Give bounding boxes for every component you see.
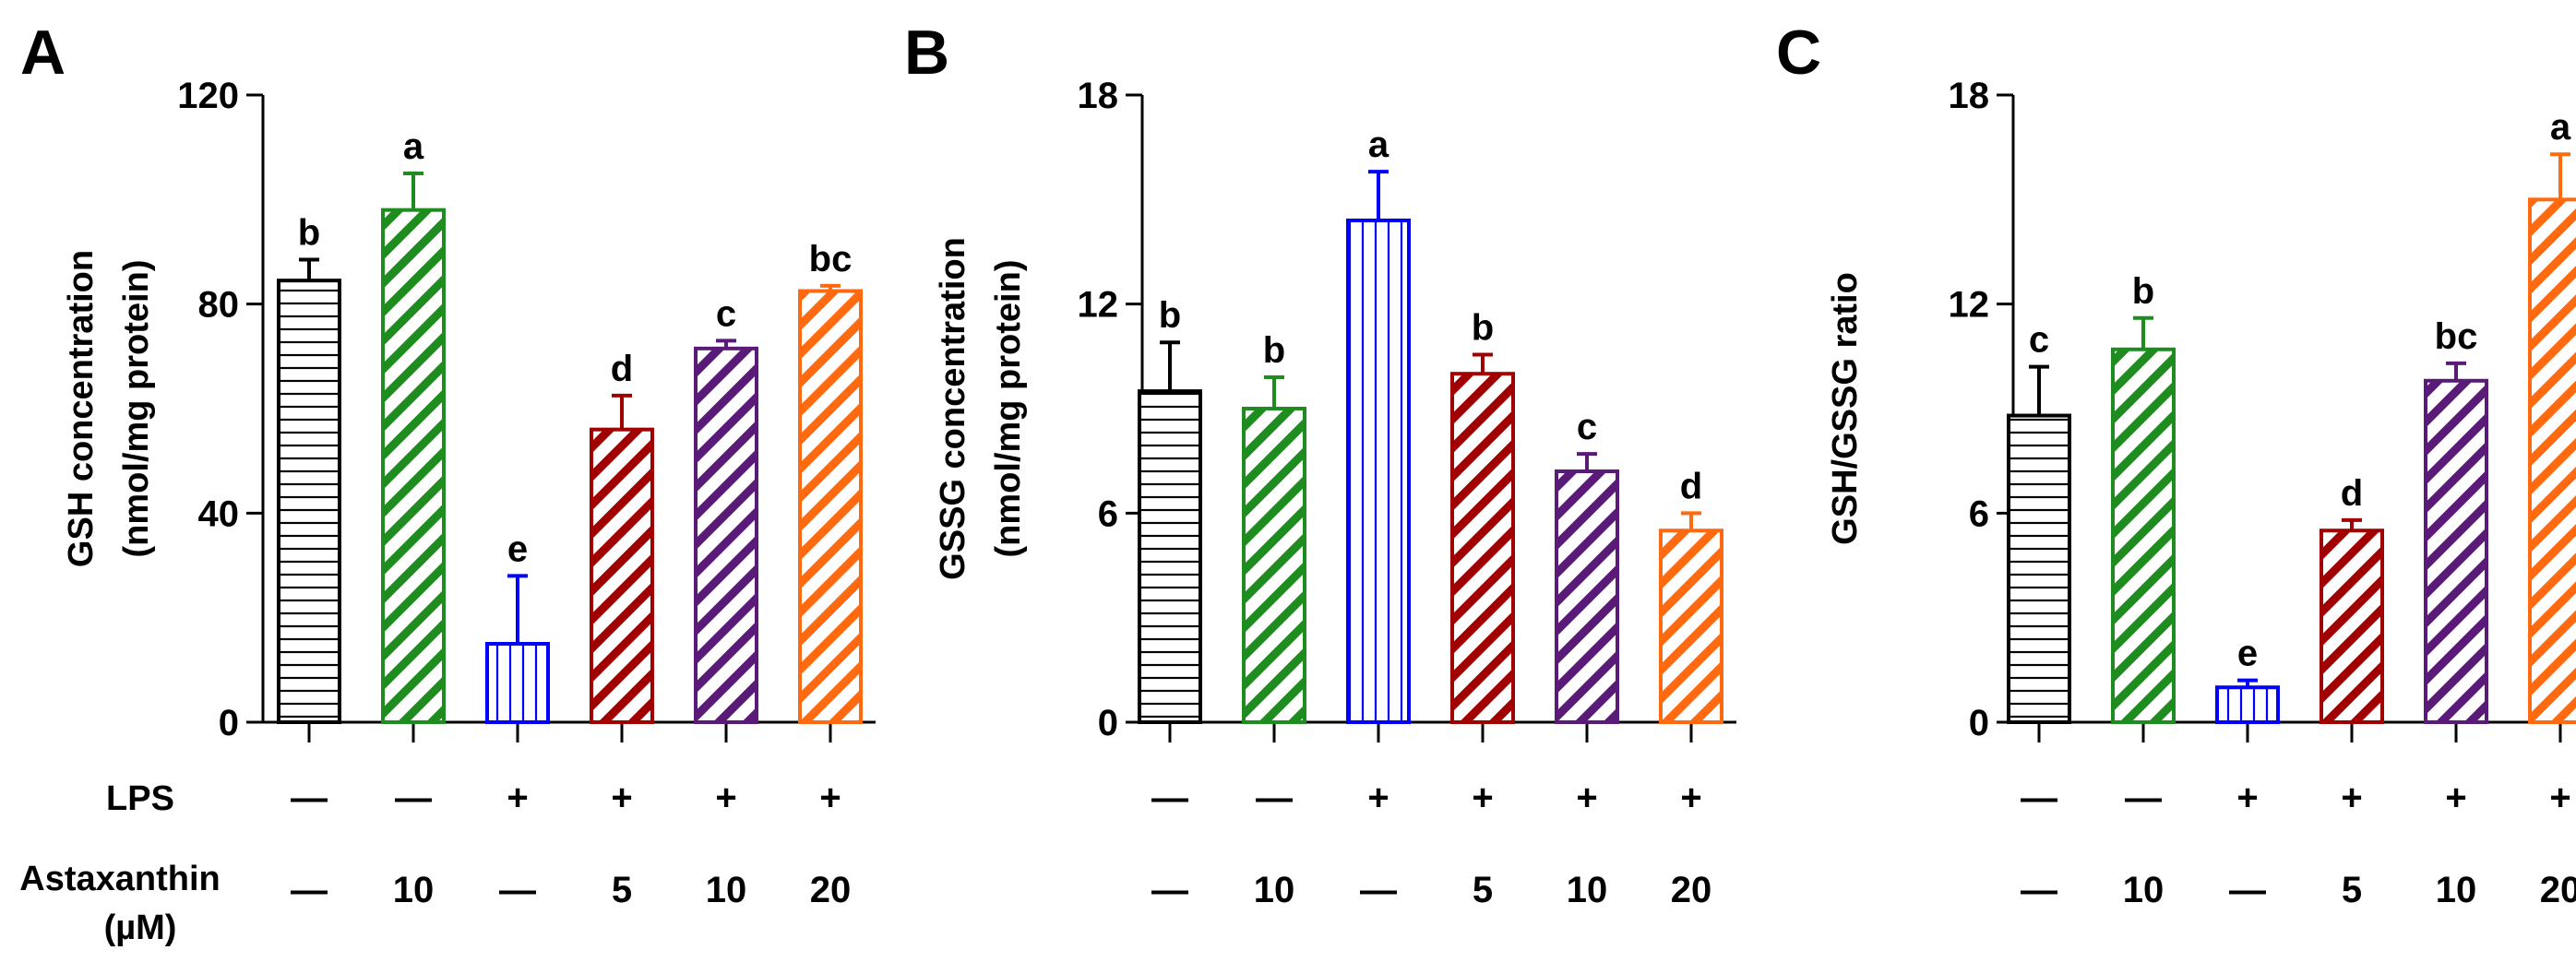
lps-row-label: LPS	[106, 779, 174, 818]
significance-letter: bc	[809, 239, 853, 279]
bar	[1242, 407, 1306, 724]
y-axis-title-unit: (nmol/mg protein)	[117, 260, 156, 558]
bar	[2215, 685, 2280, 725]
bar	[2320, 529, 2384, 724]
significance-letter: d	[2341, 473, 2363, 514]
y-tick-label: 0	[219, 703, 239, 743]
bar	[2424, 378, 2488, 724]
astaxanthin-value: 5	[1473, 870, 1493, 910]
significance-letter: b	[1159, 295, 1181, 336]
astaxanthin-value: —	[291, 870, 328, 910]
panel-c: C 0 6 12 18 GSH/GSSG ratio c — — b — 10 e + — d +5 bc +10 a…	[1776, 18, 2576, 910]
y-axis-title-unit: (nmol/mg protein)	[989, 260, 1028, 558]
lps-value: +	[1680, 778, 1701, 818]
lps-value: +	[2549, 778, 2570, 818]
significance-letter: b	[1472, 307, 1494, 348]
astaxanthin-value: —	[2229, 870, 2266, 910]
significance-letter: c	[1577, 407, 1597, 447]
astaxanthin-value: 10	[1254, 870, 1295, 910]
y-axis-title: GSH concentration	[62, 250, 101, 567]
bar	[1346, 219, 1411, 724]
bar	[798, 289, 863, 724]
significance-letter: a	[403, 126, 424, 167]
astaxanthin-value: —	[2021, 870, 2057, 910]
astaxanthin-value: 10	[1567, 870, 1608, 910]
lps-value: —	[1256, 778, 1293, 818]
lps-value: —	[2021, 778, 2057, 818]
astaxanthin-value: —	[1151, 870, 1188, 910]
astaxanthin-value: 5	[612, 870, 632, 910]
astaxanthin-value: 20	[2540, 870, 2576, 910]
lps-value: +	[2341, 778, 2362, 818]
y-tick-label: 40	[198, 493, 240, 534]
astaxanthin-value: 20	[810, 870, 852, 910]
astaxanthin-value: 10	[706, 870, 747, 910]
astaxanthin-value: 10	[393, 870, 435, 910]
significance-letter: b	[1263, 330, 1285, 371]
bar	[1659, 529, 1723, 724]
panel-letter: B	[904, 18, 949, 88]
bar	[2007, 413, 2071, 724]
bar	[381, 208, 446, 724]
significance-letter: e	[2237, 634, 2258, 674]
y-tick-label: 12	[1949, 285, 1990, 326]
panel-letter: C	[1776, 18, 1821, 88]
y-tick-label: 6	[1098, 493, 1118, 534]
lps-value: +	[1367, 778, 1389, 818]
lps-value: +	[507, 778, 528, 818]
significance-letter: a	[2550, 107, 2571, 148]
bar	[485, 642, 550, 724]
bar	[694, 346, 758, 724]
lps-value: +	[1472, 778, 1493, 818]
significance-letter: bc	[2435, 316, 2478, 357]
lps-value: +	[611, 778, 632, 818]
y-tick-label: 12	[1078, 285, 1119, 326]
y-tick-label: 120	[177, 76, 239, 116]
significance-letter: b	[298, 213, 320, 254]
astaxanthin-value: 20	[1671, 870, 1712, 910]
astaxanthin-value: 5	[2342, 870, 2362, 910]
significance-letter: c	[2029, 320, 2049, 361]
astaxanthin-unit-label: (µM)	[104, 909, 177, 947]
lps-value: +	[819, 778, 841, 818]
y-axis-title: GSSG concentration	[934, 237, 972, 580]
astaxanthin-value: —	[1360, 870, 1397, 910]
y-tick-label: 0	[1969, 703, 1989, 743]
bar	[1555, 469, 1619, 724]
lps-value: +	[2236, 778, 2258, 818]
lps-value: —	[395, 778, 432, 818]
bar	[2111, 347, 2176, 724]
y-tick-label: 6	[1969, 493, 1989, 534]
panel-letter: A	[20, 18, 66, 88]
significance-letter: b	[2132, 271, 2154, 312]
panel-a: A 0 40 80 120 GSH concentration (nmol/mg prote…	[20, 18, 876, 910]
bar	[1138, 389, 1202, 724]
lps-value: —	[2125, 778, 2162, 818]
significance-letter: e	[507, 529, 528, 569]
bar	[2528, 197, 2576, 725]
y-axis-title: GSH/GSSG ratio	[1826, 272, 1865, 545]
y-tick-label: 0	[1098, 703, 1118, 743]
y-tick-label: 18	[1078, 76, 1119, 116]
bar	[277, 279, 341, 724]
lps-value: +	[2445, 778, 2466, 818]
astaxanthin-row-label: Astaxanthin	[19, 860, 220, 898]
y-tick-label: 80	[198, 285, 240, 326]
bar	[1450, 372, 1515, 724]
y-tick-label: 18	[1949, 76, 1990, 116]
significance-letter: d	[611, 349, 633, 389]
lps-value: +	[1576, 778, 1597, 818]
panel-b: B 0 6 12 18 GSSG concentration (nmol/mg protei…	[904, 18, 1736, 910]
astaxanthin-value: 10	[2123, 870, 2165, 910]
significance-letter: c	[716, 293, 736, 334]
lps-value: —	[291, 778, 328, 818]
bar	[590, 427, 654, 724]
lps-value: +	[715, 778, 736, 818]
astaxanthin-value: —	[499, 870, 536, 910]
lps-value: —	[1151, 778, 1188, 818]
significance-letter: d	[1680, 466, 1702, 506]
astaxanthin-value: 10	[2436, 870, 2477, 910]
significance-letter: a	[1368, 125, 1389, 165]
